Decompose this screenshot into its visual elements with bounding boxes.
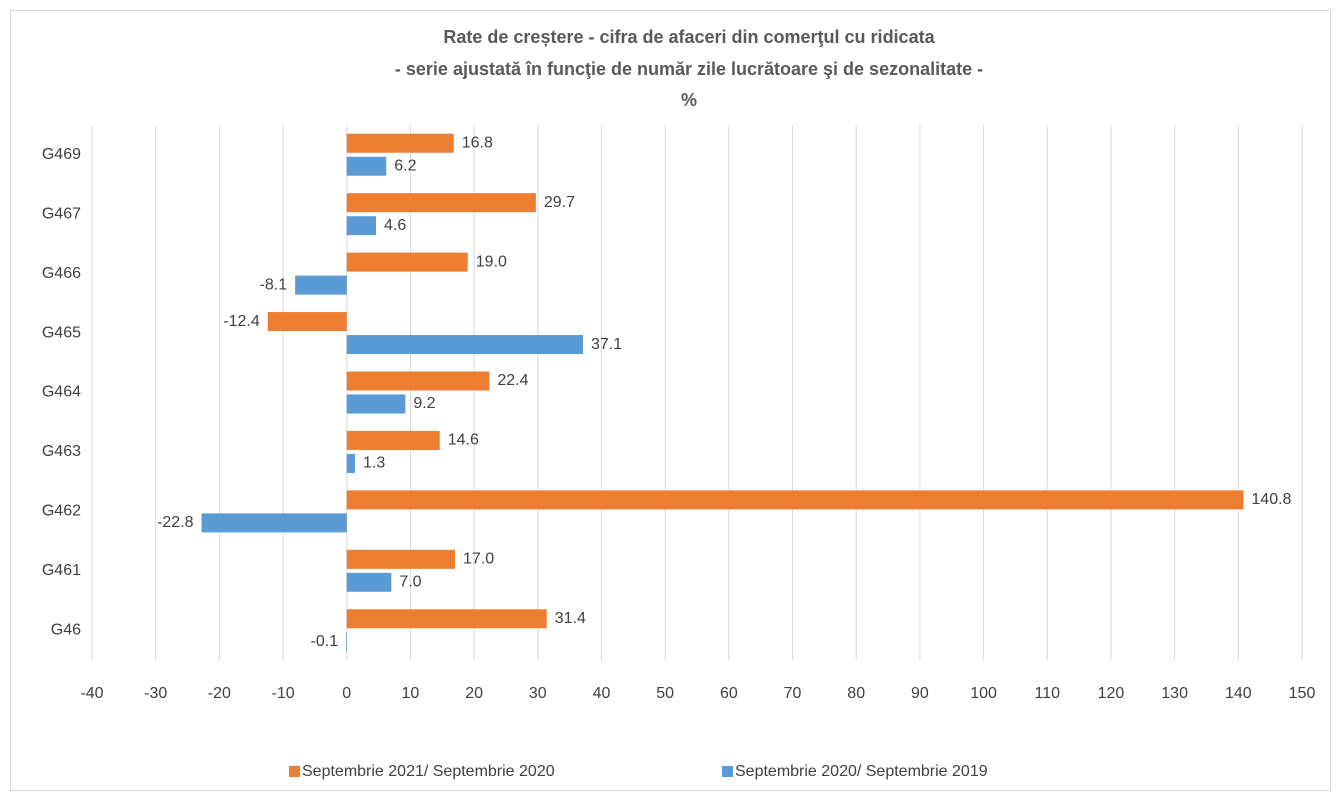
bar [346,430,440,450]
bar [201,513,347,533]
x-tick-label: 50 [656,685,674,702]
data-label: 140.8 [1251,491,1291,508]
x-tick-label: 30 [529,685,547,702]
bar [346,371,490,391]
x-tick-label: 150 [1289,685,1316,702]
x-tick-label: 60 [720,685,738,702]
x-tick-label: 80 [847,685,865,702]
bar [346,632,347,652]
bar [346,609,547,629]
data-label: 16.8 [462,134,493,151]
x-tick-label: 70 [784,685,802,702]
data-label: -12.4 [223,313,260,330]
x-tick-label: -10 [271,685,294,702]
chart-frame [10,10,1331,791]
y-tick-label: G464 [42,384,81,401]
legend-label: Septembrie 2020/ Septembrie 2019 [735,763,988,780]
y-tick-label: G466 [42,265,81,282]
chart-title: Rate de creștere - cifra de afaceri din … [443,27,935,47]
x-tick-label: 0 [342,685,351,702]
data-label: 29.7 [544,194,575,211]
bar [346,216,377,236]
y-tick-label: G467 [42,205,81,222]
y-tick-label: G463 [42,443,81,460]
x-tick-label: 90 [911,685,929,702]
x-tick-label: 40 [593,685,611,702]
chart-unit: % [681,90,697,110]
data-label: 1.3 [363,455,385,472]
bar [267,312,347,332]
data-label: 31.4 [555,610,586,627]
data-label: 14.6 [448,432,479,449]
data-label: 6.2 [394,157,416,174]
bar [346,252,468,272]
data-label: -8.1 [260,276,288,293]
x-tick-label: -20 [208,685,231,702]
bar [346,549,455,569]
bar [346,133,454,153]
y-tick-label: G465 [42,324,81,341]
y-tick-label: G46 [51,621,81,638]
x-tick-label: -30 [144,685,167,702]
x-tick-label: 20 [465,685,483,702]
bar [346,490,1244,510]
y-tick-label: G461 [42,562,81,579]
x-tick-label: 140 [1225,685,1252,702]
bar [346,453,356,473]
chart-subtitle: - serie ajustată în funcţie de număr zil… [395,59,983,79]
data-label: 37.1 [591,336,622,353]
x-tick-label: 110 [1035,685,1061,702]
x-tick-label: 130 [1161,685,1188,702]
bar [295,275,347,295]
legend-swatch [289,766,300,777]
bar [346,193,536,213]
x-tick-label: 10 [402,685,420,702]
data-label: 22.4 [497,372,528,389]
data-label: 19.0 [476,253,507,270]
bar [346,335,584,355]
data-label: 7.0 [399,574,421,591]
x-tick-label: -40 [80,685,103,702]
bar [346,394,406,414]
y-tick-label: G462 [42,503,81,520]
data-label: 9.2 [413,395,435,412]
data-label: -0.1 [311,633,339,650]
data-label: -22.8 [157,514,194,531]
bar [346,572,392,592]
x-tick-label: 120 [1098,685,1125,702]
data-label: 17.0 [463,551,494,568]
x-tick-label: 100 [970,685,997,702]
legend-swatch [722,766,733,777]
y-tick-label: G469 [42,146,81,163]
bar [346,156,387,176]
legend-label: Septembrie 2021/ Septembrie 2020 [302,763,555,780]
data-label: 4.6 [384,217,406,234]
